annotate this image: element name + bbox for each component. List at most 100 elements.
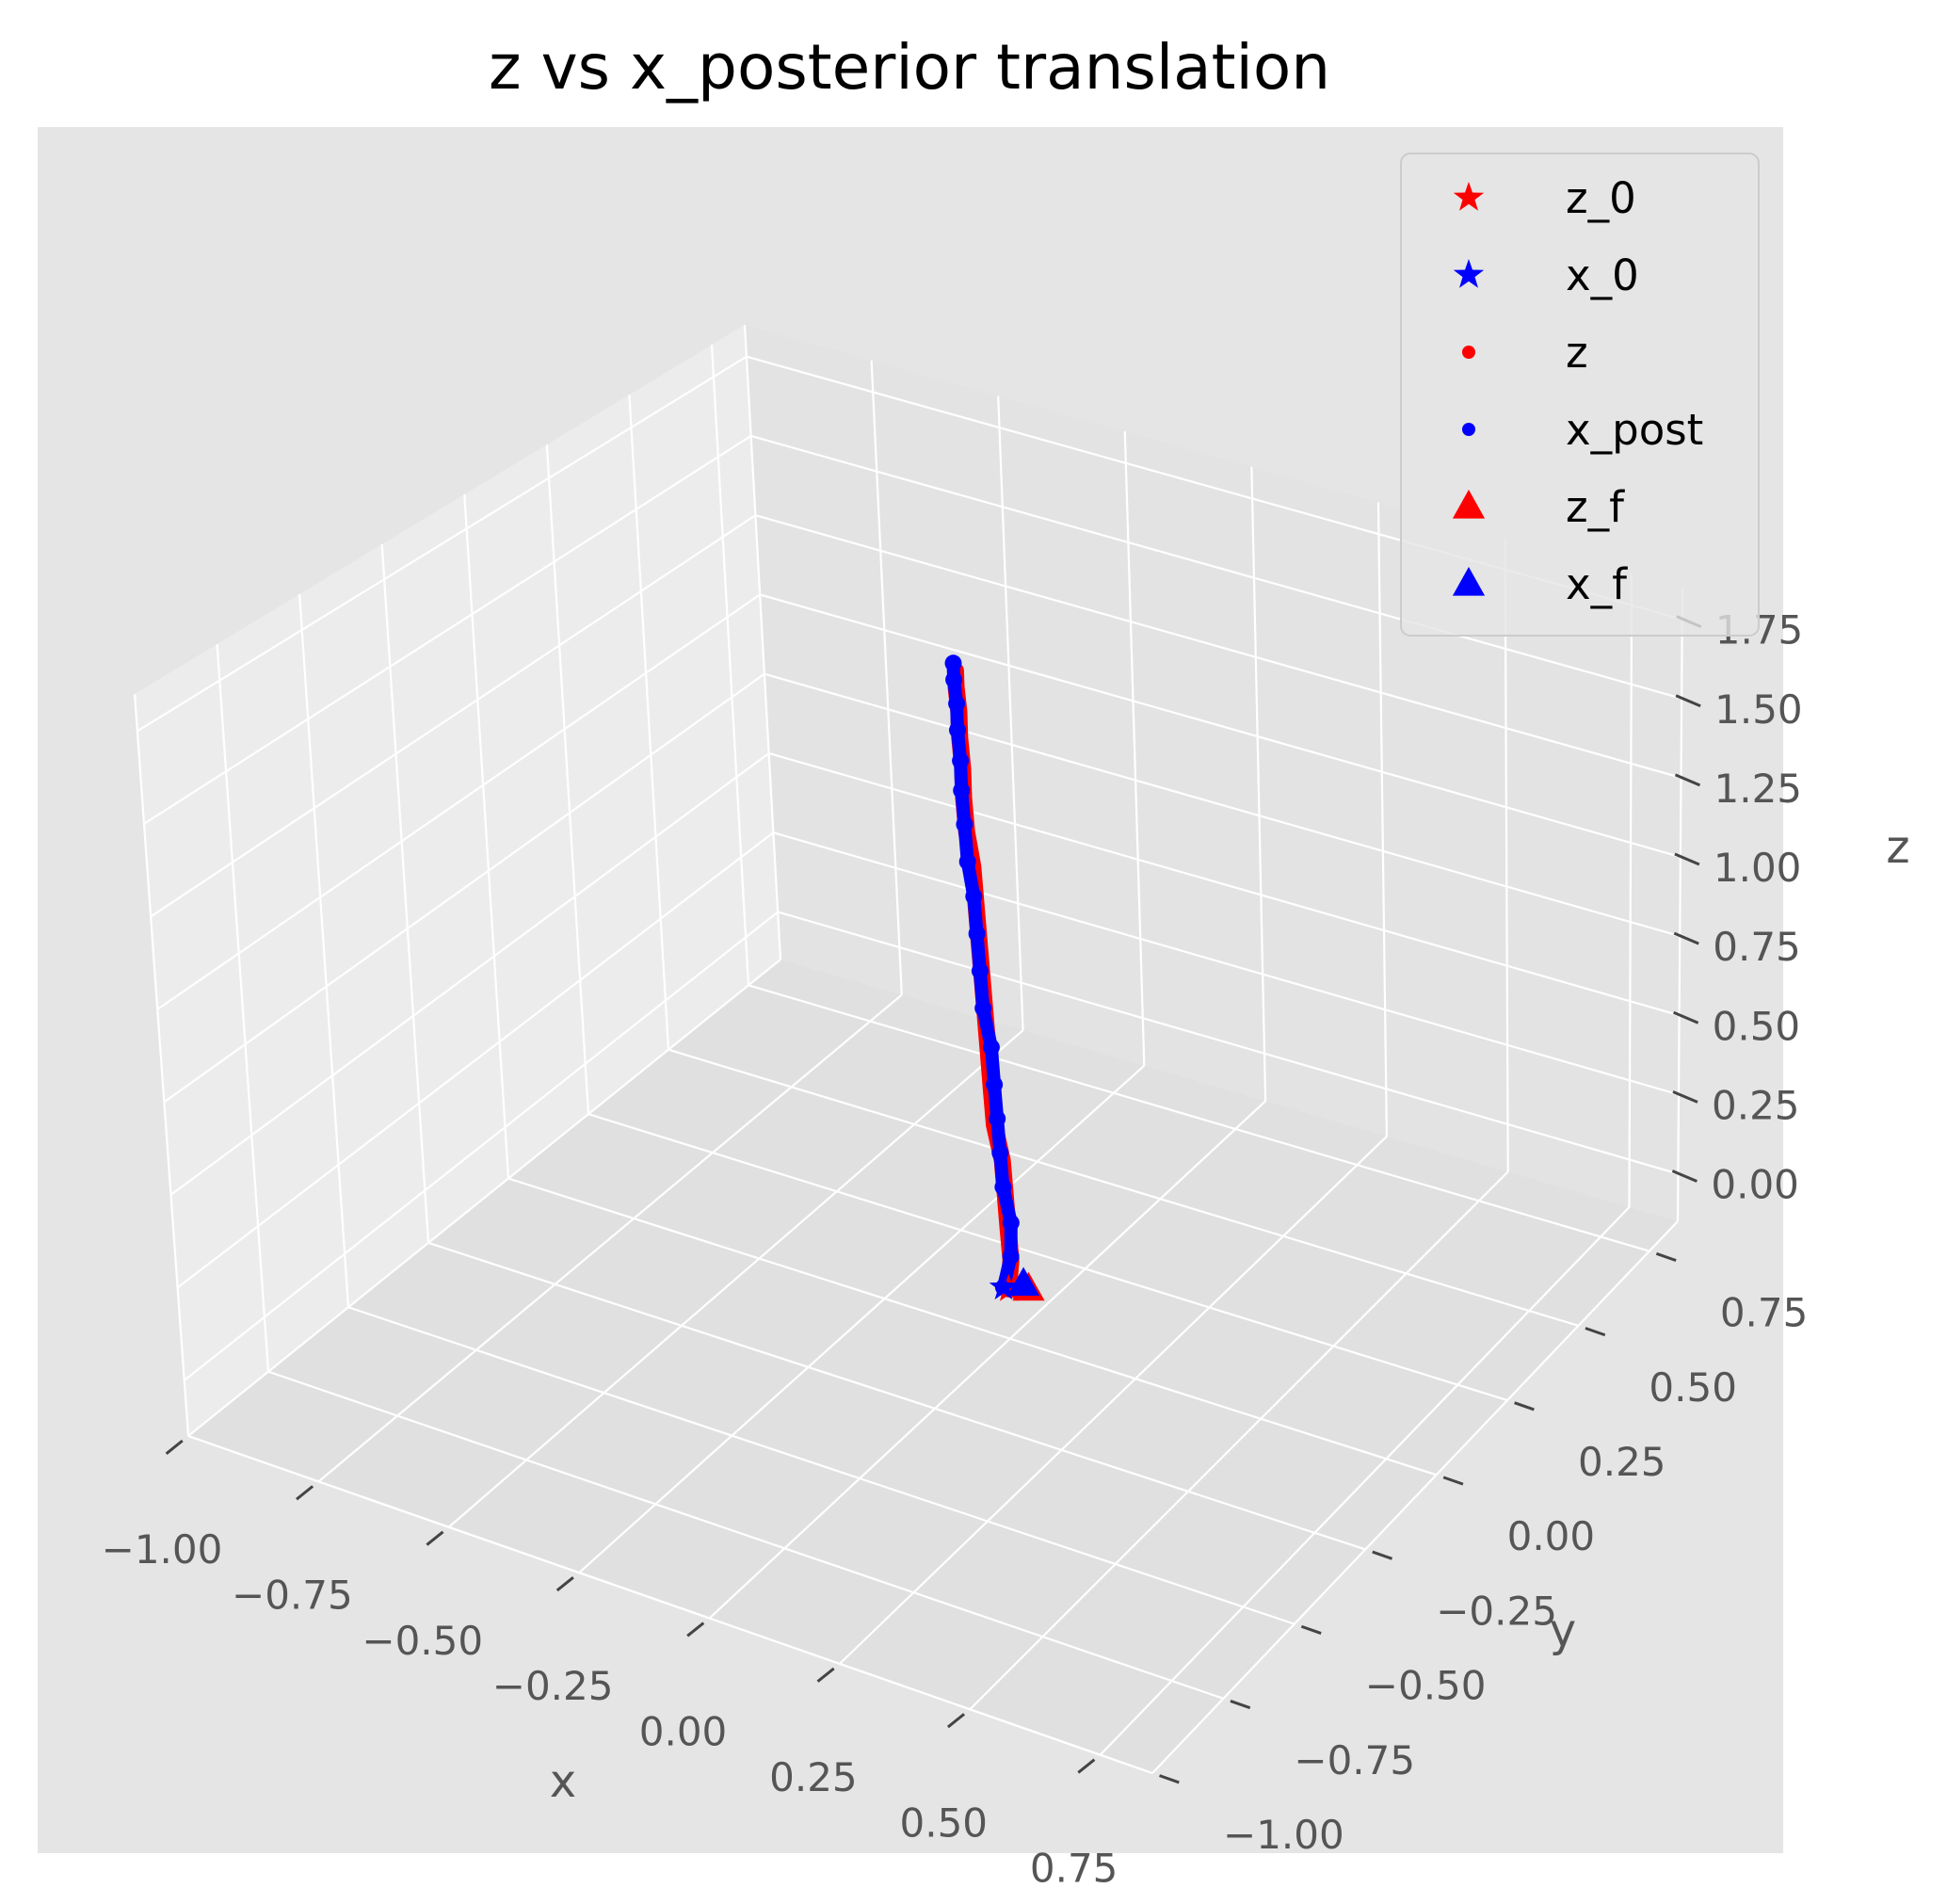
grid-line-x-back <box>1628 573 1633 1207</box>
y-axis-label: y <box>1550 1605 1576 1657</box>
series-x_post-point <box>949 721 966 739</box>
legend-marker-x_post <box>1462 423 1475 436</box>
grid-line-x-floor <box>448 1029 1024 1528</box>
legend-marker-z <box>1462 346 1475 359</box>
y-tick-mark <box>1585 1327 1606 1337</box>
series-x_post-point <box>945 670 963 688</box>
y-tick-mark <box>1159 1774 1180 1784</box>
legend-label-z: z <box>1566 328 1588 378</box>
series-x_post-point <box>944 654 962 672</box>
series-x_post-point <box>952 751 970 769</box>
legend-label-z_f: z_f <box>1566 482 1625 532</box>
chart-title: z vs x_posterior translation <box>489 31 1330 104</box>
z-tick-label: 0.00 <box>1711 1162 1799 1208</box>
x-tick-mark <box>426 1530 444 1546</box>
x-tick-mark <box>816 1667 835 1683</box>
x-axis-line <box>187 1434 1153 1775</box>
y-tick-label: −0.75 <box>1294 1737 1415 1783</box>
series-x_post-point <box>971 962 989 980</box>
z-tick-label: 1.50 <box>1714 686 1803 733</box>
series-x_post-point <box>948 695 966 713</box>
y-tick-label: 0.00 <box>1507 1513 1596 1559</box>
x-tick-label: 0.50 <box>900 1799 989 1846</box>
tick-group: −1.00−0.75−0.50−0.250.000.250.500.75−1.0… <box>102 587 1809 1892</box>
grid-line-y-floor <box>748 984 1650 1252</box>
grid-line-y-left <box>380 544 430 1243</box>
grid-line-y-left <box>710 345 750 986</box>
grid-line-y-left <box>545 444 590 1115</box>
grid-line-z-left <box>143 435 752 825</box>
grid-line-z-left <box>150 514 757 918</box>
grid-line-y-floor <box>668 1048 1579 1327</box>
x-tick-label: −0.75 <box>232 1572 353 1618</box>
z-axis-label: z <box>1886 821 1909 874</box>
z-tick-label: 0.25 <box>1712 1082 1800 1128</box>
z-tick-mark <box>1673 1010 1699 1025</box>
grid-line-x-back <box>1123 431 1146 1066</box>
series-x_post-point <box>989 1110 1006 1128</box>
z-axis-line <box>1676 587 1684 1222</box>
series-x_post-point <box>968 925 986 943</box>
grid-line-y-floor <box>507 1177 1437 1476</box>
legend: z_0 x_0z x_post z_f x_f <box>1400 153 1760 637</box>
grid-group <box>133 324 1683 1775</box>
grid-line-x-back <box>1376 502 1389 1137</box>
grid-line-z-back <box>768 751 1680 1017</box>
x-tick-mark <box>555 1575 574 1592</box>
y-axis-line <box>1151 1220 1679 1774</box>
x-tick-label: −0.50 <box>362 1618 483 1664</box>
pane-floor <box>188 960 1678 1773</box>
grid-line-x-floor <box>1099 1206 1631 1756</box>
series-x_post-point <box>994 1178 1012 1196</box>
grid-line-z-left <box>184 911 779 1381</box>
legend-label-x_post: x_post <box>1566 405 1703 455</box>
x-tick-mark <box>686 1622 705 1638</box>
grid-line-y-floor <box>347 1306 1295 1625</box>
grid-line-z-left <box>156 593 761 1010</box>
series-x_post-point <box>953 782 971 799</box>
grid-line-x-back <box>1250 466 1267 1102</box>
grid-line-x-back <box>1504 538 1509 1172</box>
legend-marker-z_f <box>1452 490 1486 519</box>
legend-label-x_0: x_0 <box>1566 250 1639 300</box>
grid-line-z-left <box>169 752 770 1196</box>
grid-line-x-back <box>870 360 903 995</box>
x-tick-mark <box>946 1713 965 1729</box>
grid-line-z-back <box>750 434 1682 700</box>
x-tick-label: −1.00 <box>102 1526 223 1573</box>
y-tick-label: −0.25 <box>1436 1588 1557 1634</box>
z-tick-label: 1.00 <box>1714 845 1802 891</box>
series-x_post-point <box>1002 1248 1020 1266</box>
z-tick-label: 0.75 <box>1713 924 1801 970</box>
x-tick-mark <box>296 1485 314 1501</box>
y-tick-mark <box>1514 1401 1535 1412</box>
grid-line-x-floor <box>187 959 781 1437</box>
marker-x_0 <box>989 1272 1019 1300</box>
z-tick-mark <box>1672 1090 1698 1104</box>
y-tick-mark <box>1300 1624 1322 1635</box>
legend-marker-x_f <box>1452 567 1486 596</box>
series-x_post-point <box>986 1075 1004 1093</box>
y-tick-label: 0.75 <box>1720 1290 1809 1336</box>
series-x_post-point <box>1002 1214 1020 1232</box>
grid-line-x-floor <box>708 1100 1266 1620</box>
pane-left <box>135 325 780 1436</box>
grid-line-x-floor <box>969 1170 1509 1711</box>
y-tick-mark <box>1230 1700 1251 1710</box>
series-x_post-point <box>982 1039 1000 1057</box>
series-x_post-point <box>956 815 974 833</box>
grid-line-y-floor <box>267 1370 1224 1700</box>
x-tick-mark <box>1077 1758 1096 1774</box>
grid-line-z-back <box>764 672 1681 938</box>
z-tick-label: 1.25 <box>1714 766 1803 812</box>
y-tick-label: 0.50 <box>1649 1364 1737 1411</box>
y-tick-mark <box>1442 1476 1464 1486</box>
y-tick-label: 0.25 <box>1578 1439 1666 1485</box>
grid-line-y-left <box>298 593 350 1308</box>
grid-line-y-left <box>628 395 670 1050</box>
series-x_post-point <box>958 853 976 870</box>
x-tick-label: 0.25 <box>769 1754 858 1800</box>
grid-line-x-back <box>997 395 1024 1031</box>
grid-line-z-left <box>163 672 765 1104</box>
